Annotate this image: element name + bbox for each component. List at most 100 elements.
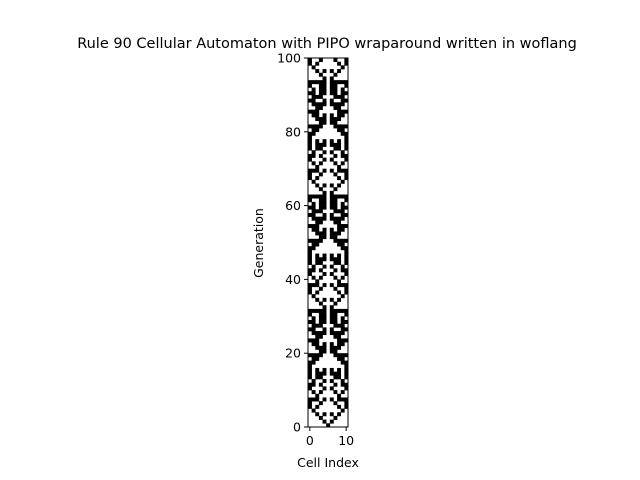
cell-live: [340, 205, 345, 210]
cell-live: [311, 316, 316, 321]
cell-live: [337, 209, 342, 214]
cell-live: [340, 390, 345, 395]
cell-live: [333, 187, 338, 192]
cell-live: [340, 227, 345, 232]
y-tick-label: 20: [285, 346, 301, 361]
cell-live: [344, 139, 349, 144]
cell-live: [315, 124, 320, 129]
cell-live: [318, 308, 323, 313]
cell-live: [329, 87, 334, 92]
cell-live: [308, 272, 312, 277]
cell-live: [315, 260, 320, 265]
cell-live: [337, 297, 342, 302]
cell-live: [315, 102, 320, 107]
cell-live: [322, 83, 327, 88]
cell-live: [308, 205, 312, 210]
cell-live: [315, 334, 320, 339]
cell-live: [308, 249, 312, 254]
cell-live: [315, 183, 320, 188]
cell-live: [308, 257, 312, 262]
y-axis-label: Generation: [251, 208, 266, 278]
cell-live: [311, 131, 316, 136]
cell-live: [340, 382, 345, 387]
cell-live: [308, 367, 312, 372]
cell-live: [344, 172, 349, 177]
cell-live: [308, 286, 312, 291]
cell-live: [333, 102, 338, 107]
cell-live: [311, 124, 316, 129]
cell-live: [315, 238, 320, 243]
cell-live: [322, 87, 327, 92]
cell-live: [311, 382, 316, 387]
cell-live: [322, 257, 327, 262]
cell-live: [311, 397, 316, 402]
cell-live: [333, 72, 338, 77]
cell-live: [337, 220, 342, 225]
cell-live: [315, 342, 320, 347]
cell-live: [329, 117, 334, 122]
cell-live: [322, 120, 327, 125]
cell-live: [318, 58, 323, 62]
cell-live: [337, 94, 342, 99]
cell-live: [340, 87, 345, 92]
cell-live: [311, 65, 316, 70]
cell-live: [333, 209, 338, 214]
cell-live: [322, 190, 327, 195]
cell-live: [318, 124, 323, 129]
cell-grid: [308, 58, 349, 428]
cell-live: [322, 216, 327, 221]
cell-live: [322, 183, 327, 188]
cell-live: [315, 168, 320, 173]
cell-live: [315, 146, 320, 151]
cell-live: [329, 231, 334, 236]
cell-live: [337, 279, 342, 284]
cell-live: [344, 238, 349, 243]
cell-live: [337, 283, 342, 288]
cell-live: [318, 323, 323, 328]
cell-live: [337, 345, 342, 350]
cell-live: [318, 142, 323, 147]
cell-live: [337, 290, 342, 295]
cell-live: [329, 419, 334, 424]
cell-live: [337, 371, 342, 376]
cell-live: [337, 393, 342, 398]
cell-live: [315, 109, 320, 114]
cell-live: [322, 419, 327, 424]
cell-live: [308, 109, 312, 114]
cell-live: [333, 238, 338, 243]
cell-live: [318, 312, 323, 317]
cell-live: [337, 356, 342, 361]
cell-live: [333, 371, 338, 376]
cell-live: [340, 353, 345, 358]
cell-live: [318, 80, 323, 85]
cell-live: [322, 386, 327, 391]
cell-live: [318, 375, 323, 380]
cell-live: [318, 87, 323, 92]
cell-live: [311, 216, 316, 221]
cell-live: [333, 268, 338, 273]
cell-live: [344, 212, 349, 217]
cell-live: [337, 338, 342, 343]
cell-live: [318, 91, 323, 96]
cell-live: [322, 212, 327, 217]
cell-live: [344, 397, 349, 402]
cell-live: [344, 286, 349, 291]
cell-live: [333, 58, 338, 62]
cell-live: [337, 331, 342, 336]
cell-live: [311, 109, 316, 114]
cell-live: [311, 242, 316, 247]
cell-live: [329, 272, 334, 277]
cell-live: [315, 142, 320, 147]
cell-live: [344, 249, 349, 254]
cell-live: [308, 172, 312, 177]
cell-live: [344, 176, 349, 181]
cell-live: [311, 209, 316, 214]
cell-live: [340, 342, 345, 347]
cell-live: [333, 142, 338, 147]
cell-live: [333, 334, 338, 339]
cell-live: [322, 98, 327, 103]
cell-live: [311, 153, 316, 158]
cell-live: [340, 275, 345, 280]
cell-live: [308, 58, 312, 62]
cell-live: [329, 194, 334, 199]
